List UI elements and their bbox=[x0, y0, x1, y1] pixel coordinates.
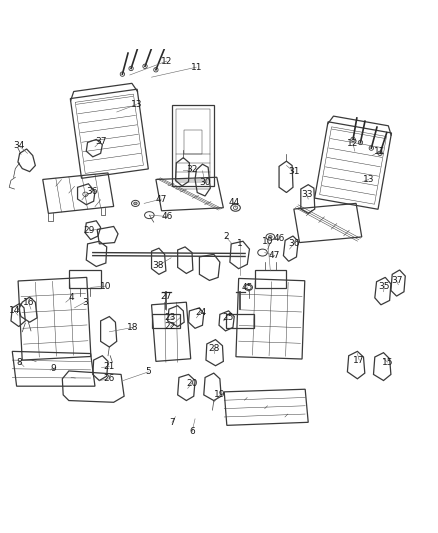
Text: 31: 31 bbox=[288, 167, 300, 176]
Text: 46: 46 bbox=[161, 212, 173, 221]
Text: 5: 5 bbox=[145, 367, 152, 376]
Text: 19: 19 bbox=[214, 390, 226, 399]
Text: 10: 10 bbox=[100, 281, 112, 290]
Text: 27: 27 bbox=[160, 293, 172, 302]
Text: 11: 11 bbox=[374, 147, 386, 156]
Text: 14: 14 bbox=[9, 306, 20, 316]
Text: 13: 13 bbox=[131, 100, 142, 109]
Text: 6: 6 bbox=[189, 427, 195, 437]
Text: 25: 25 bbox=[222, 313, 233, 322]
Text: 29: 29 bbox=[84, 227, 95, 235]
Text: 24: 24 bbox=[195, 308, 206, 317]
Text: 23: 23 bbox=[165, 313, 176, 322]
Text: 47: 47 bbox=[156, 195, 167, 204]
Text: 44: 44 bbox=[228, 198, 240, 207]
Text: 33: 33 bbox=[301, 190, 313, 199]
Text: 35: 35 bbox=[378, 281, 390, 290]
Text: 36: 36 bbox=[288, 239, 300, 248]
Text: 16: 16 bbox=[23, 298, 34, 306]
Text: 38: 38 bbox=[152, 261, 164, 270]
Text: 12: 12 bbox=[161, 56, 173, 66]
Ellipse shape bbox=[134, 202, 137, 205]
Text: 15: 15 bbox=[382, 358, 394, 367]
Text: 2: 2 bbox=[223, 232, 229, 241]
Text: 37: 37 bbox=[391, 276, 403, 285]
Text: 10: 10 bbox=[262, 237, 273, 246]
Text: 32: 32 bbox=[186, 165, 198, 174]
Text: 18: 18 bbox=[127, 323, 138, 332]
Text: 20: 20 bbox=[186, 378, 198, 387]
Text: 28: 28 bbox=[208, 344, 219, 353]
Text: 45: 45 bbox=[242, 283, 253, 292]
Text: 36: 36 bbox=[86, 187, 98, 196]
Text: 34: 34 bbox=[13, 141, 25, 150]
Ellipse shape bbox=[268, 236, 272, 238]
Text: 4: 4 bbox=[68, 293, 74, 302]
Text: 9: 9 bbox=[51, 364, 57, 373]
Text: 11: 11 bbox=[191, 63, 202, 71]
Text: 12: 12 bbox=[347, 139, 359, 148]
Text: 46: 46 bbox=[273, 233, 285, 243]
Text: 21: 21 bbox=[104, 362, 115, 371]
Text: 26: 26 bbox=[104, 374, 115, 383]
Text: 30: 30 bbox=[199, 179, 211, 188]
Text: 7: 7 bbox=[169, 418, 175, 427]
Text: 3: 3 bbox=[82, 298, 88, 306]
Text: 47: 47 bbox=[269, 251, 280, 260]
Text: 37: 37 bbox=[95, 136, 106, 146]
Text: 17: 17 bbox=[353, 356, 365, 365]
Text: 1: 1 bbox=[237, 239, 243, 248]
Text: 8: 8 bbox=[17, 358, 22, 367]
Text: 13: 13 bbox=[363, 175, 374, 184]
Text: 22: 22 bbox=[165, 322, 176, 331]
